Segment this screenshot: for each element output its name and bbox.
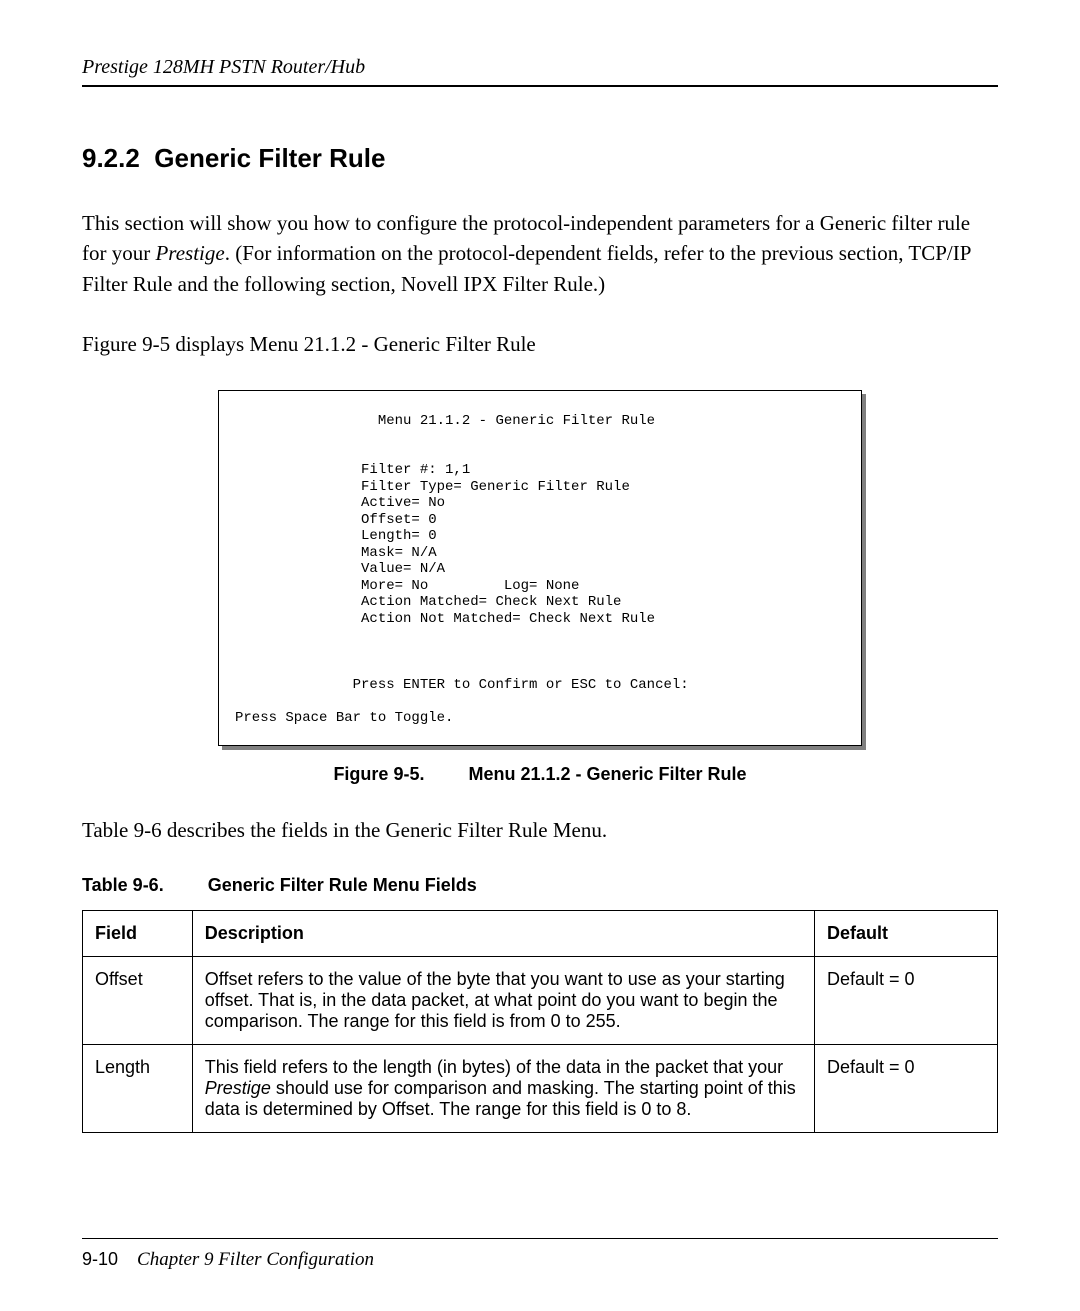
terminal-line: Value= N/A: [235, 561, 845, 578]
th-default: Default: [814, 910, 997, 956]
terminal-line: Action Matched= Check Next Rule: [235, 594, 845, 611]
figure-caption: Figure 9-5. Menu 21.1.2 - Generic Filter …: [82, 764, 998, 785]
terminal-screen: Menu 21.1.2 - Generic Filter Rule Filter…: [218, 390, 862, 746]
terminal-line: Active= No: [235, 495, 845, 512]
text-italic: Prestige: [155, 241, 224, 265]
cell-field: Length: [83, 1044, 193, 1132]
page-footer: 9-10 Chapter 9 Filter Configuration: [82, 1238, 998, 1271]
terminal-line: [235, 627, 845, 644]
page-number: 9-10: [82, 1249, 118, 1269]
terminal-line: [235, 660, 845, 677]
terminal-line: Filter #: 1,1: [235, 462, 845, 479]
th-field: Field: [83, 910, 193, 956]
text: should use for comparison and masking. T…: [205, 1078, 796, 1119]
table-row: Length This field refers to the length (…: [83, 1044, 998, 1132]
page-header: Prestige 128MH PSTN Router/Hub: [82, 56, 998, 87]
figure-label: Figure 9-5.: [333, 764, 424, 785]
table-ref-paragraph: Table 9-6 describes the fields in the Ge…: [82, 815, 998, 845]
table-caption: Table 9-6. Generic Filter Rule Menu Field…: [82, 875, 998, 896]
figure-title: Menu 21.1.2 - Generic Filter Rule: [468, 764, 746, 784]
figure-ref-paragraph: Figure 9-5 displays Menu 21.1.2 - Generi…: [82, 329, 998, 359]
terminal-line: Press ENTER to Confirm or ESC to Cancel:: [235, 677, 845, 694]
th-description: Description: [192, 910, 814, 956]
section-title: Generic Filter Rule: [154, 143, 385, 173]
section-heading: 9.2.2 Generic Filter Rule: [82, 143, 998, 174]
text: This field refers to the length (in byte…: [205, 1057, 783, 1077]
terminal-line: Offset= 0: [235, 512, 845, 529]
table-label: Table 9-6.: [82, 875, 164, 896]
cell-default: Default = 0: [814, 956, 997, 1044]
terminal-line: Menu 21.1.2 - Generic Filter Rule: [235, 413, 845, 430]
cell-description: Offset refers to the value of the byte t…: [192, 956, 814, 1044]
section-number: 9.2.2: [82, 143, 140, 173]
terminal-line: [235, 429, 845, 446]
terminal-line: Press Space Bar to Toggle.: [235, 710, 845, 727]
table-title: Generic Filter Rule Menu Fields: [208, 875, 477, 895]
cell-field: Offset: [83, 956, 193, 1044]
terminal-line: [235, 644, 845, 661]
terminal-line: [235, 446, 845, 463]
terminal-line: Mask= N/A: [235, 545, 845, 562]
figure-container: Menu 21.1.2 - Generic Filter Rule Filter…: [82, 390, 998, 746]
terminal-line: [235, 694, 845, 711]
terminal-line: Length= 0: [235, 528, 845, 545]
fields-table: Field Description Default Offset Offset …: [82, 910, 998, 1133]
terminal-line: Filter Type= Generic Filter Rule: [235, 479, 845, 496]
cell-default: Default = 0: [814, 1044, 997, 1132]
chapter-label: Chapter 9 Filter Configuration: [137, 1249, 374, 1270]
table-header-row: Field Description Default: [83, 910, 998, 956]
intro-paragraph: This section will show you how to config…: [82, 208, 998, 299]
table-row: Offset Offset refers to the value of the…: [83, 956, 998, 1044]
cell-description: This field refers to the length (in byte…: [192, 1044, 814, 1132]
terminal-line: Action Not Matched= Check Next Rule: [235, 611, 845, 628]
terminal-line: More= No Log= None: [235, 578, 845, 595]
text-italic: Prestige: [205, 1078, 271, 1098]
